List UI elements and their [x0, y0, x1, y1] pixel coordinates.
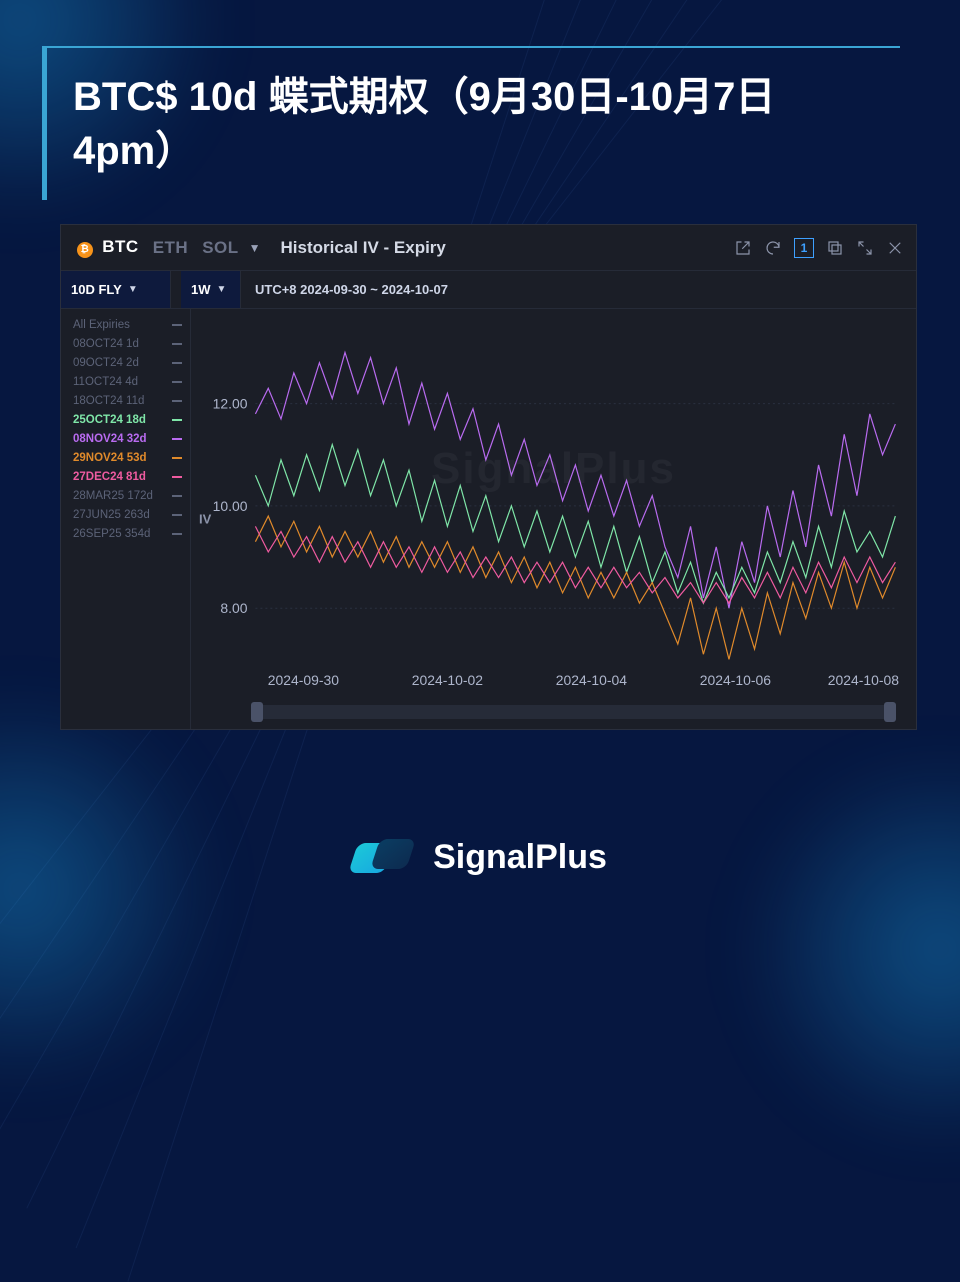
- btc-icon: ₿: [77, 242, 93, 258]
- legend-swatch: [172, 495, 182, 497]
- refresh-icon[interactable]: [764, 239, 782, 257]
- brand-name: SignalPlus: [433, 838, 607, 877]
- legend-item-label: 08OCT24 1d: [73, 338, 139, 350]
- legend-item-label: 09OCT24 2d: [73, 357, 139, 369]
- legend-item[interactable]: 08OCT24 1d: [73, 338, 182, 350]
- panel-controls: 10D FLY ▼ 1W ▼ UTC+8 2024-09-30 ~ 2024-1…: [61, 271, 916, 309]
- title-block: BTC$ 10d 蝶式期权（9月30日-10月7日 4pm）: [42, 46, 900, 200]
- page-title: BTC$ 10d 蝶式期权（9月30日-10月7日 4pm）: [73, 70, 878, 178]
- popout-icon[interactable]: [734, 239, 752, 257]
- panel-body: All Expiries 08OCT24 1d 09OCT24 2d 11OCT24 …: [61, 309, 916, 729]
- legend-swatch: [172, 457, 182, 459]
- legend-swatch: [172, 514, 182, 516]
- legend-item-label: All Expiries: [73, 319, 130, 331]
- svg-text:8.00: 8.00: [220, 600, 247, 616]
- timeframe-label: 1W: [191, 282, 211, 297]
- coin-tab-eth[interactable]: ETH: [153, 238, 189, 258]
- metric-label: 10D FLY: [71, 282, 122, 297]
- timeframe-selector[interactable]: 1W ▼: [181, 271, 241, 308]
- legend-swatch: [172, 381, 182, 383]
- coin-label: BTC: [102, 237, 138, 256]
- brand-logo-icon: [353, 835, 417, 879]
- legend: All Expiries 08OCT24 1d 09OCT24 2d 11OCT24 …: [61, 309, 191, 729]
- legend-item[interactable]: 11OCT24 4d: [73, 376, 182, 388]
- glow-bottom-right: [740, 749, 960, 1149]
- svg-text:2024-10-06: 2024-10-06: [700, 672, 771, 688]
- svg-text:10.00: 10.00: [213, 498, 248, 514]
- scroll-handle-left[interactable]: [251, 702, 263, 722]
- line-chart: 8.00 10.00 12.00 2024-09-30 2024-10-02 2024-1…: [191, 309, 916, 729]
- scroll-handle-right[interactable]: [884, 702, 896, 722]
- legend-item-label: 28MAR25 172d: [73, 490, 153, 502]
- expand-icon[interactable]: [856, 239, 874, 257]
- chevron-down-icon: ▼: [128, 284, 138, 295]
- legend-swatch: [172, 400, 182, 402]
- close-icon[interactable]: [886, 239, 904, 257]
- legend-item[interactable]: 18OCT24 11d: [73, 395, 182, 407]
- brand: SignalPlus: [353, 835, 607, 879]
- legend-swatch: [172, 419, 182, 421]
- legend-item-label: 08NOV24 32d: [73, 433, 147, 445]
- legend-item-label: 27JUN25 263d: [73, 509, 150, 521]
- coin-dropdown-icon[interactable]: ▼: [249, 241, 261, 255]
- panel-title: Historical IV - Expiry: [281, 238, 446, 258]
- legend-item[interactable]: 29NOV24 53d: [73, 452, 182, 464]
- legend-item[interactable]: All Expiries: [73, 319, 182, 331]
- legend-item-label: 11OCT24 4d: [73, 376, 138, 388]
- svg-text:12.00: 12.00: [213, 396, 248, 412]
- legend-item[interactable]: 28MAR25 172d: [73, 490, 182, 502]
- chevron-down-icon: ▼: [217, 284, 227, 295]
- legend-item[interactable]: 09OCT24 2d: [73, 357, 182, 369]
- svg-text:2024-10-02: 2024-10-02: [412, 672, 483, 688]
- glow-bottom-left: [0, 689, 220, 1089]
- chart-panel: ₿ BTC ETH SOL ▼ Historical IV - Expiry 1: [60, 224, 917, 730]
- legend-item[interactable]: 08NOV24 32d: [73, 433, 182, 445]
- coin-tab-sol[interactable]: SOL: [202, 238, 238, 258]
- legend-swatch: [172, 533, 182, 535]
- panel-header: ₿ BTC ETH SOL ▼ Historical IV - Expiry 1: [61, 225, 916, 271]
- legend-item[interactable]: 26SEP25 354d: [73, 528, 182, 540]
- date-range[interactable]: UTC+8 2024-09-30 ~ 2024-10-07: [251, 282, 448, 297]
- legend-swatch: [172, 324, 182, 326]
- legend-item-label: 25OCT24 18d: [73, 414, 146, 426]
- legend-item-label: 27DEC24 81d: [73, 471, 146, 483]
- legend-item-label: 26SEP25 354d: [73, 528, 150, 540]
- panel-header-icons: 1: [734, 238, 904, 258]
- metric-selector[interactable]: 10D FLY ▼: [61, 271, 171, 308]
- legend-item-label: 29NOV24 53d: [73, 452, 147, 464]
- svg-text:2024-09-30: 2024-09-30: [268, 672, 339, 688]
- legend-swatch: [172, 362, 182, 364]
- legend-item[interactable]: 25OCT24 18d: [73, 414, 182, 426]
- svg-text:2024-10-04: 2024-10-04: [556, 672, 627, 688]
- legend-item-label: 18OCT24 11d: [73, 395, 144, 407]
- legend-swatch: [172, 438, 182, 440]
- time-scrollbar[interactable]: [251, 705, 896, 719]
- legend-swatch: [172, 343, 182, 345]
- copy-icon[interactable]: [826, 239, 844, 257]
- coin-tab-btc[interactable]: ₿ BTC: [77, 237, 139, 258]
- page-indicator[interactable]: 1: [794, 238, 814, 258]
- legend-item[interactable]: 27DEC24 81d: [73, 471, 182, 483]
- legend-item[interactable]: 27JUN25 263d: [73, 509, 182, 521]
- chart-area[interactable]: IV SignalPlus 8.0010.0012.002024-09-3020…: [191, 309, 916, 729]
- svg-text:2024-10-08: 2024-10-08: [828, 672, 899, 688]
- legend-swatch: [172, 476, 182, 478]
